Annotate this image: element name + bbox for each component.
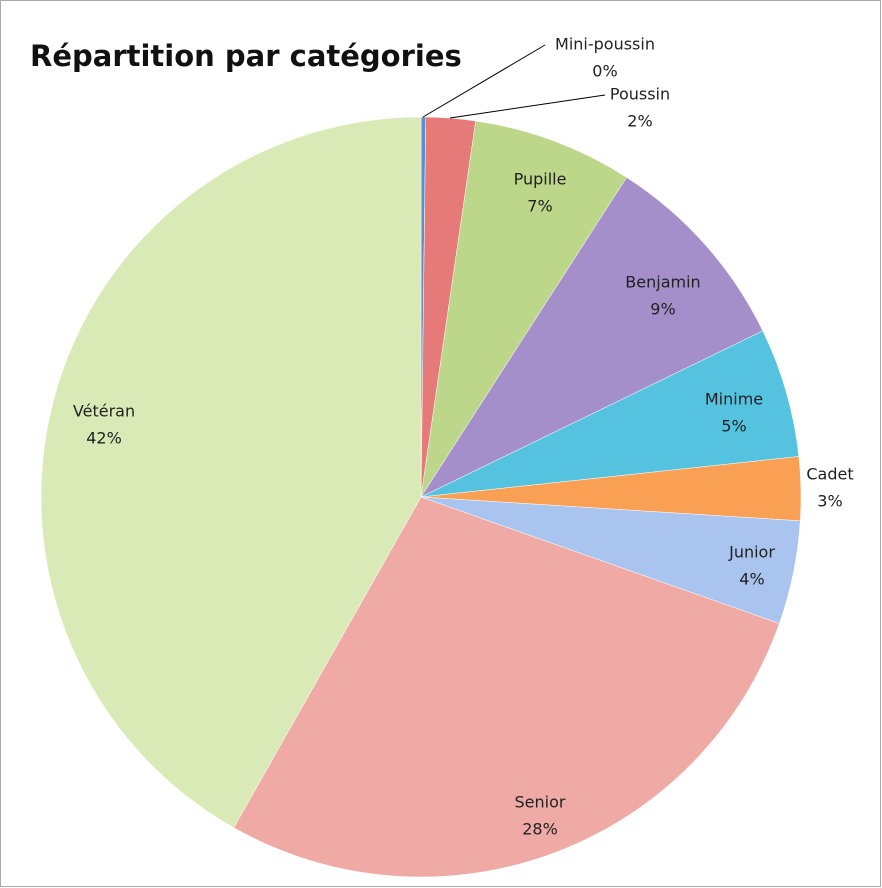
slice-value-label: 5%	[721, 417, 746, 436]
slice-value-label: 7%	[527, 197, 552, 216]
slice-value-label: 28%	[522, 820, 558, 839]
slice-value-label: 0%	[592, 62, 617, 81]
slice-value-label: 4%	[739, 570, 764, 589]
slice-label: Cadet	[806, 465, 853, 484]
pie-slice	[420, 177, 764, 498]
pie-slice	[233, 496, 780, 878]
slice-value-label: 2%	[627, 112, 652, 131]
slice-value-label: 9%	[650, 300, 675, 319]
slice-value-label: 3%	[817, 492, 842, 511]
chart-title: Répartition par catégories	[30, 39, 462, 73]
slice-label: Pupille	[514, 170, 567, 189]
slice-value-label: 42%	[86, 429, 122, 448]
pie-slice	[40, 116, 422, 829]
slice-label: Benjamin	[625, 273, 700, 292]
leader-line	[449, 94, 606, 119]
slice-label: Minime	[705, 390, 763, 409]
slice-label: Poussin	[610, 85, 670, 104]
pie-slice	[420, 120, 627, 498]
slice-label: Senior	[515, 793, 566, 812]
pie-slice	[420, 330, 800, 498]
slice-label: Mini-poussin	[555, 35, 655, 54]
leader-line	[422, 44, 546, 118]
slice-label: Vétéran	[73, 402, 135, 421]
slice-label: Junior	[728, 543, 775, 562]
